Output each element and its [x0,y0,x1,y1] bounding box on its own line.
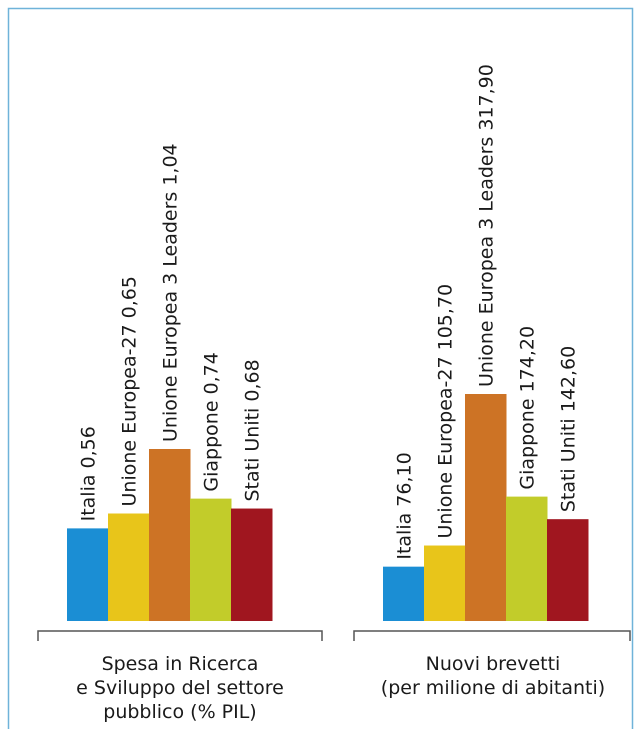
bar-giappone [190,498,232,621]
chart-panel-rd-spending: Italia 0,56 Unione Europea-27 0,65 Unione … [37,143,323,723]
bar-italia [67,528,109,621]
bar-value-label: Giappone 174,20 [517,326,539,490]
bar-value-label: Italia 0,56 [78,426,100,521]
bar-unione-europea-27 [424,545,466,621]
bar-value-label: Unione Europea-27 0,65 [119,276,141,506]
bar-unione-europea-27 [108,513,150,621]
bar-value-label: Unione Europea 3 Leaders 1,04 [160,143,182,442]
bar-value-label: Unione Europea 3 Leaders 317,90 [476,64,498,387]
chart-panel-patents: Italia 76,10 Unione Europea-27 105,70 Unio… [353,64,631,699]
bar-unione-europea-3-leaders [149,449,191,621]
bar-value-label: Stati Uniti 142,60 [558,346,580,512]
x-axis-line [353,630,631,641]
x-axis-label-line: e Sviluppo del settore [76,677,284,699]
bar-value-label: Stati Uniti 0,68 [242,359,264,501]
figure-frame [7,7,634,729]
bar-stati-uniti [547,519,589,621]
bar-value-label: Unione Europea-27 105,70 [435,284,457,539]
x-axis-line [37,630,323,641]
bar-italia [383,566,425,621]
x-axis-label-line: pubblico (% PIL) [103,701,256,723]
bar-value-label: Giappone 0,74 [201,352,223,491]
bar-stati-uniti [231,508,273,621]
bar-value-label: Italia 76,10 [394,452,416,559]
x-axis-label-line: Spesa in Ricerca [102,653,259,675]
bar-unione-europea-3-leaders [465,394,507,621]
bar-giappone [506,496,548,621]
x-axis-label-line: (per milione di abitanti) [381,677,605,699]
x-axis-label-line: Nuovi brevetti [426,653,561,675]
